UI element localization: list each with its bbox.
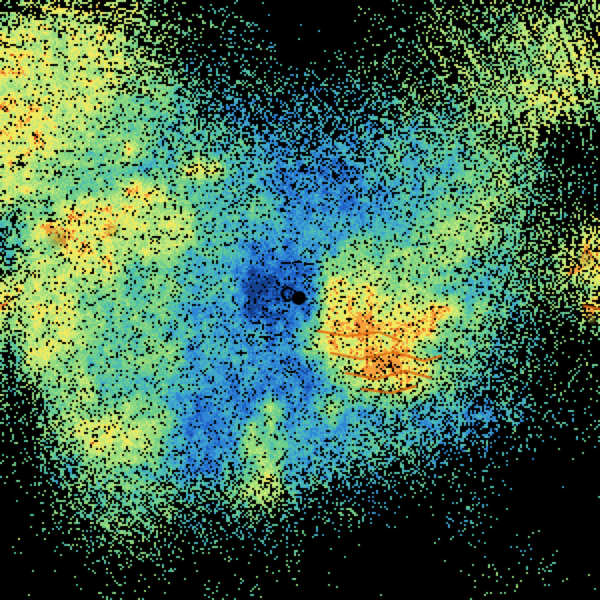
sky-velocity-map-canvas — [0, 0, 600, 600]
heatmap-figure — [0, 0, 600, 600]
